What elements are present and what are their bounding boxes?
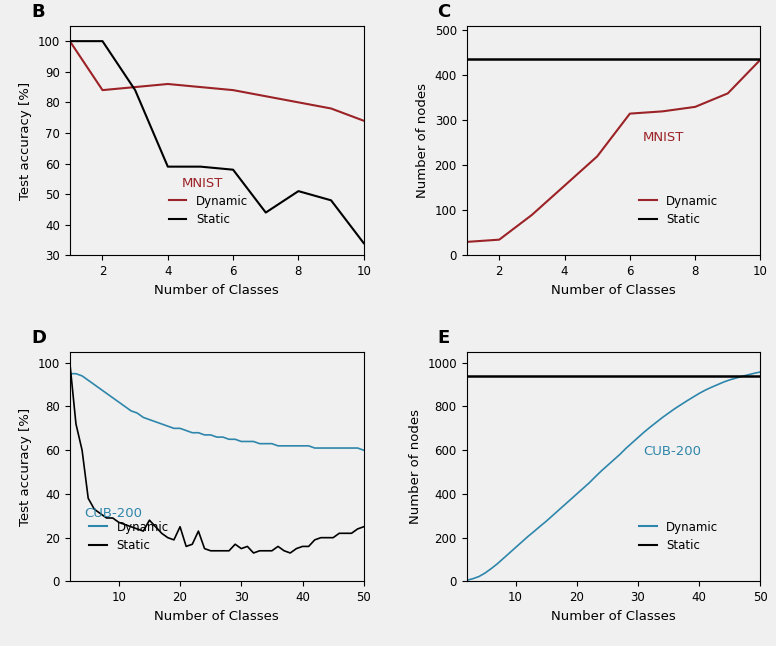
Legend: Dynamic, Static: Dynamic, Static bbox=[634, 516, 723, 557]
Y-axis label: Test accuracy [%]: Test accuracy [%] bbox=[19, 81, 33, 200]
Text: MNIST: MNIST bbox=[643, 130, 684, 143]
Y-axis label: Number of nodes: Number of nodes bbox=[409, 409, 421, 524]
X-axis label: Number of Classes: Number of Classes bbox=[551, 610, 676, 623]
Y-axis label: Number of nodes: Number of nodes bbox=[416, 83, 429, 198]
Text: MNIST: MNIST bbox=[182, 176, 223, 189]
Y-axis label: Test accuracy [%]: Test accuracy [%] bbox=[19, 408, 33, 526]
Text: E: E bbox=[437, 329, 449, 348]
Text: CUB-200: CUB-200 bbox=[643, 445, 701, 458]
Legend: Dynamic, Static: Dynamic, Static bbox=[164, 190, 253, 231]
X-axis label: Number of Classes: Number of Classes bbox=[154, 284, 279, 297]
Text: C: C bbox=[437, 3, 450, 21]
X-axis label: Number of Classes: Number of Classes bbox=[154, 610, 279, 623]
Legend: Dynamic, Static: Dynamic, Static bbox=[85, 516, 173, 557]
Legend: Dynamic, Static: Dynamic, Static bbox=[634, 190, 723, 231]
Text: D: D bbox=[32, 329, 47, 348]
Text: CUB-200: CUB-200 bbox=[85, 507, 143, 520]
X-axis label: Number of Classes: Number of Classes bbox=[551, 284, 676, 297]
Text: B: B bbox=[32, 3, 45, 21]
